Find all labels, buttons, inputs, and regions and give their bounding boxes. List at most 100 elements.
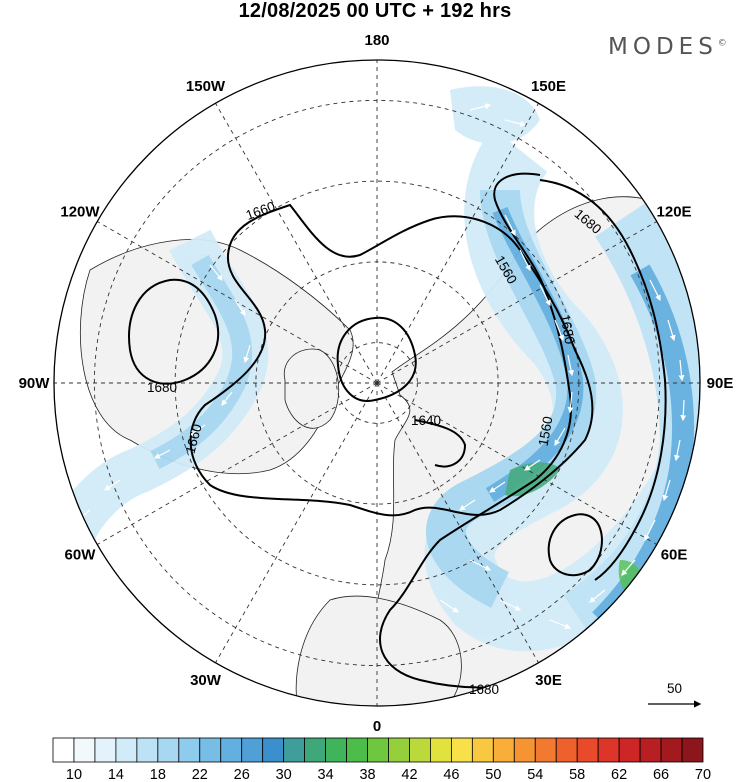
wind-vector: [243, 344, 251, 364]
wind-vector: [673, 439, 681, 462]
colorbar-tick-label: 62: [611, 767, 627, 782]
brand-logo: MODES©: [608, 34, 727, 60]
colorbar-tick-label: 58: [569, 767, 585, 782]
reference-vector: 50: [648, 681, 702, 708]
longitude-label: 150W: [186, 78, 226, 95]
meridian-line: [215, 382, 378, 663]
contour-label: 1680: [469, 682, 499, 697]
colorbar-tick-label: 18: [150, 767, 166, 782]
colorbar-swatch: [178, 737, 201, 763]
wind-vector: [539, 284, 551, 307]
meridian-line: [97, 382, 378, 545]
colorbar-tick-label: 22: [192, 767, 208, 782]
meridian-line: [376, 382, 657, 545]
longitude-label: 90W: [19, 375, 51, 392]
colorbar-tick-label: 14: [108, 767, 124, 782]
wind-vector: [644, 519, 656, 542]
contour-1660-west: [189, 203, 594, 517]
longitude-label: 90E: [707, 375, 734, 392]
colorbar-tick-label: 46: [443, 767, 459, 782]
wind-vector: [519, 249, 531, 272]
colorbar-tick-label: 26: [234, 767, 250, 782]
colorbar-swatch: [52, 737, 75, 763]
longitude-label: 150E: [531, 78, 566, 95]
longitude-label: 0: [373, 718, 381, 735]
colorbar-swatch: [471, 737, 494, 763]
wind-vector: [469, 559, 492, 571]
colorbar-swatch: [576, 737, 599, 763]
colorbar-swatch: [367, 737, 389, 763]
colorbar-swatch: [346, 737, 368, 763]
meridian-line: [376, 382, 539, 663]
colorbar: 10 14 18 22 26 30 34 38 42 46 50 54 58 62 66 70: [52, 737, 711, 782]
wind-vector: [667, 319, 676, 342]
colorbar-swatch: [325, 737, 347, 763]
colorbar-swatch: [430, 737, 452, 763]
wind-vector: [104, 479, 121, 491]
colorbar-tick-label: 34: [318, 767, 334, 782]
brand-name: MODES: [608, 34, 718, 60]
contour-1680-west: [128, 278, 220, 385]
wind-vector: [554, 427, 566, 447]
colorbar-swatch: [283, 737, 306, 763]
wind-vector: [567, 354, 575, 377]
wind-vector: [439, 599, 459, 613]
greenland-land: [283, 348, 340, 429]
wind-vector: [469, 103, 492, 111]
wind-speed-shading: [54, 86, 700, 652]
colorbar-swatch: [555, 737, 578, 763]
longitude-label: 30W: [190, 672, 222, 689]
colorbar-swatch: [409, 737, 431, 763]
brand-mark: ©: [717, 38, 727, 49]
contour-1680-outer-east: [539, 179, 667, 581]
colorbar-swatch: [304, 737, 326, 763]
colorbar-swatch: [639, 737, 662, 763]
colorbar-swatch: [241, 737, 264, 763]
map-boundary: [53, 59, 701, 707]
wind-vector: [567, 391, 574, 414]
wind-vector: [529, 139, 546, 151]
meridian-line: [376, 103, 539, 384]
wind-vector: [680, 399, 687, 422]
longitude-label: 60W: [65, 547, 97, 564]
longitude-label: 60E: [661, 547, 688, 564]
contour-label: 1680: [557, 313, 577, 345]
wind-vector: [153, 449, 171, 459]
pacific-patch: [450, 86, 540, 144]
colorbar-swatch: [115, 737, 138, 763]
colorbar-tick-label: 70: [695, 767, 711, 782]
wind-vector: [234, 299, 246, 316]
wind-vector: [662, 479, 671, 502]
colorbar-swatch: [388, 737, 410, 763]
colorbar-swatch: [157, 737, 180, 763]
wind-vector: [554, 319, 565, 342]
colorbar-tick-label: 50: [485, 767, 501, 782]
west-jet-core: [150, 254, 253, 469]
contour-label: 1560: [536, 415, 556, 447]
wind-vector: [549, 619, 572, 630]
colorbar-swatch: [199, 737, 222, 763]
longitude-labels: 180 150E 120E 90E 60E 30E 0 30W 60W 90W 120W 150W: [19, 32, 734, 735]
reference-vector-label: 50: [667, 681, 682, 696]
colorbar-swatch: [450, 737, 473, 763]
colorbar-tick-label: 54: [527, 767, 543, 782]
wind-vector: [209, 264, 223, 281]
colorbar-swatch: [73, 737, 96, 763]
meridian-line: [376, 221, 657, 384]
wind-vector: [504, 214, 516, 237]
wind-vector: [524, 459, 541, 471]
colorbar-swatch: [534, 737, 557, 763]
colorbar-swatch: [513, 737, 536, 763]
colorbar-tick-label: 38: [359, 767, 375, 782]
wind-vector: [499, 599, 522, 611]
contour-1640-pole: [336, 316, 417, 402]
colorbar-tick-label: 42: [401, 767, 417, 782]
colorbar-swatch: [681, 737, 704, 763]
wind-vector: [678, 359, 685, 382]
colorbar-tick-label: 10: [66, 767, 82, 782]
colorbar-swatch: [660, 737, 683, 763]
colorbar-swatch: [136, 737, 159, 763]
contour-1640-arm: [414, 419, 467, 468]
height-contours: [128, 172, 667, 689]
colorbar-swatch: [220, 737, 243, 763]
